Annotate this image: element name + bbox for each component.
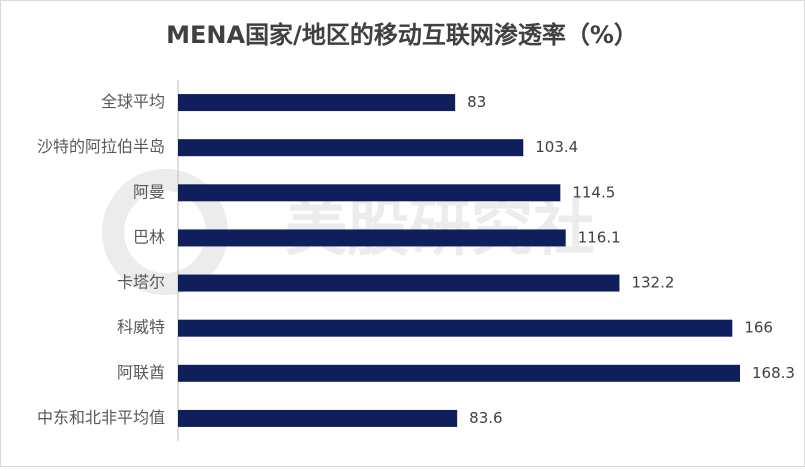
bar [178, 409, 458, 427]
bar [178, 139, 524, 157]
value-label: 166 [744, 319, 773, 337]
y-tick-label: 全球平均 [101, 92, 165, 111]
value-label: 132.2 [631, 274, 674, 292]
bar [178, 364, 740, 382]
value-label: 103.4 [535, 138, 578, 156]
watermark: 美股研究社 [285, 191, 595, 264]
value-label: 114.5 [572, 183, 615, 201]
bar [178, 184, 561, 202]
y-tick-label: 巴林 [133, 227, 165, 246]
y-tick-label: 阿曼 [133, 182, 165, 201]
bar [178, 229, 566, 247]
chart-title: MENA国家/地区的移动互联网渗透率（%） [166, 21, 638, 49]
y-tick-label: 科威特 [117, 318, 165, 337]
y-tick-label: 卡塔尔 [117, 273, 165, 292]
bar [178, 94, 456, 112]
bar [178, 274, 620, 292]
bar [178, 319, 733, 337]
value-label: 116.1 [578, 228, 621, 246]
value-label: 83 [467, 93, 486, 111]
value-label: 168.3 [752, 364, 795, 382]
y-tick-label: 阿联酋 [117, 363, 165, 382]
y-tick-label: 沙特的阿拉伯半岛 [37, 137, 165, 156]
y-tick-label: 中东和北非平均值 [37, 408, 165, 427]
value-label: 83.6 [469, 409, 502, 427]
